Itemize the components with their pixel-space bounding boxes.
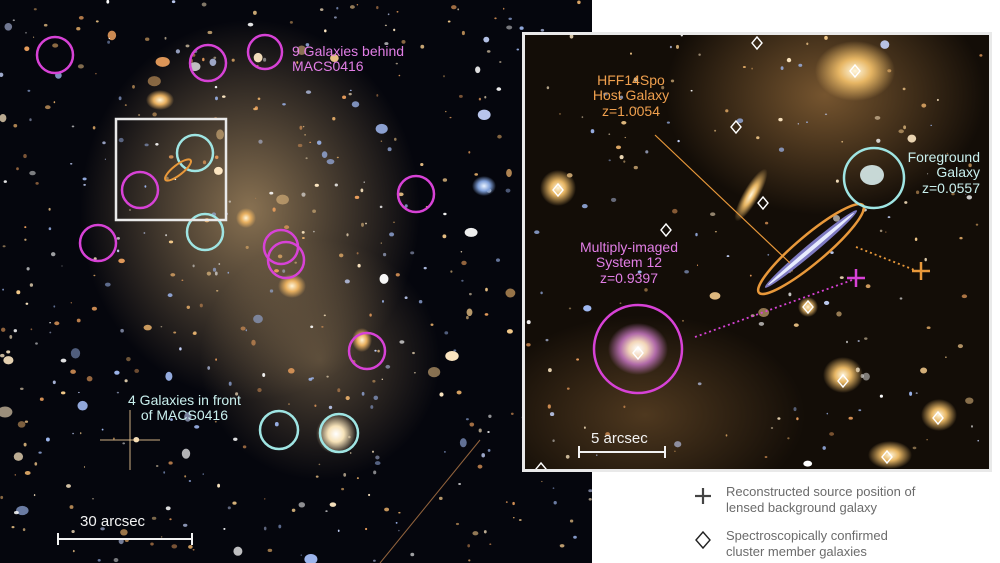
cluster-member-diamond-8 bbox=[632, 345, 644, 361]
inset-svg bbox=[525, 35, 989, 469]
legend-diamond-text: Spectroscopically confirmed cluster memb… bbox=[726, 528, 888, 559]
cluster-member-diamond-9 bbox=[837, 373, 849, 389]
cluster-field-svg bbox=[0, 0, 592, 563]
plus-icon bbox=[695, 488, 711, 504]
left-scalebar-label: 30 arcsec bbox=[80, 513, 146, 530]
cluster-member-diamond-6 bbox=[660, 222, 672, 238]
cluster-member-diamond-12 bbox=[535, 461, 547, 469]
background-galaxy-marker-6 bbox=[396, 174, 436, 214]
foreground-galaxy-marker-4 bbox=[318, 412, 360, 454]
cluster-member-diamond-1 bbox=[751, 35, 763, 51]
background-galaxy-marker-4 bbox=[120, 170, 160, 210]
behind-galaxies-label: 9 Galaxies behind MACS0416 bbox=[292, 43, 405, 75]
cluster-member-diamond-11 bbox=[881, 449, 893, 465]
multiply-imaged-label: Multiply-imaged System 12 z=0.9397 bbox=[579, 239, 679, 286]
foreground-galaxy-circle bbox=[842, 146, 906, 210]
system12-circle bbox=[592, 303, 684, 395]
diamond-icon bbox=[695, 530, 711, 550]
background-galaxy-marker-2 bbox=[188, 43, 228, 83]
background-galaxy-marker-8 bbox=[266, 240, 306, 280]
foreground-galaxy-marker-3 bbox=[258, 409, 300, 451]
host-galaxy-marker bbox=[164, 158, 192, 182]
scalebar-30-arcsec bbox=[57, 533, 193, 545]
host-galaxy-label: HFF14Spo Host Galaxy z=1.0054 bbox=[592, 72, 670, 119]
background-galaxy-marker-3 bbox=[246, 33, 284, 71]
foreground-galaxy-marker-2 bbox=[185, 212, 225, 252]
legend-cross-text: Reconstructed source position of lensed … bbox=[726, 484, 916, 515]
background-galaxy-marker-5 bbox=[78, 223, 118, 263]
inset-region-box bbox=[114, 117, 228, 222]
host-source-plus-icon bbox=[912, 262, 930, 280]
cluster-member-diamond-4 bbox=[552, 182, 564, 198]
cluster-member-diamond-7 bbox=[802, 299, 814, 315]
front-galaxies-label: 4 Galaxies in front of MACS0416 bbox=[128, 392, 241, 424]
cluster-member-diamond-10 bbox=[932, 410, 944, 426]
scalebar-5-arcsec bbox=[578, 446, 666, 458]
inset-zoom-panel: HFF14Spo Host Galaxy z=1.0054 Foreground… bbox=[522, 32, 992, 472]
inset-scalebar-label: 5 arcsec bbox=[591, 430, 648, 447]
host-source-dotted-line bbox=[855, 246, 918, 272]
foreground-galaxy-marker-1 bbox=[175, 133, 215, 173]
system12-source-dotted-line bbox=[694, 278, 856, 338]
cluster-field-image: 9 Galaxies behind MACS0416 4 Galaxies in… bbox=[0, 0, 592, 563]
background-galaxy-marker-9 bbox=[347, 331, 387, 371]
cluster-member-diamond-3 bbox=[730, 119, 742, 135]
cluster-member-diamond-2 bbox=[849, 63, 861, 79]
legend: Reconstructed source position of lensed … bbox=[592, 472, 1000, 563]
system12-source-plus-icon bbox=[847, 269, 865, 287]
cluster-member-diamond-5 bbox=[757, 195, 769, 211]
background-galaxy-marker-1 bbox=[35, 35, 75, 75]
cluster-member-diamonds bbox=[535, 35, 944, 469]
foreground-galaxy-label: Foreground Galaxy z=0.0557 bbox=[907, 149, 980, 196]
host-callout-line bbox=[654, 134, 791, 264]
